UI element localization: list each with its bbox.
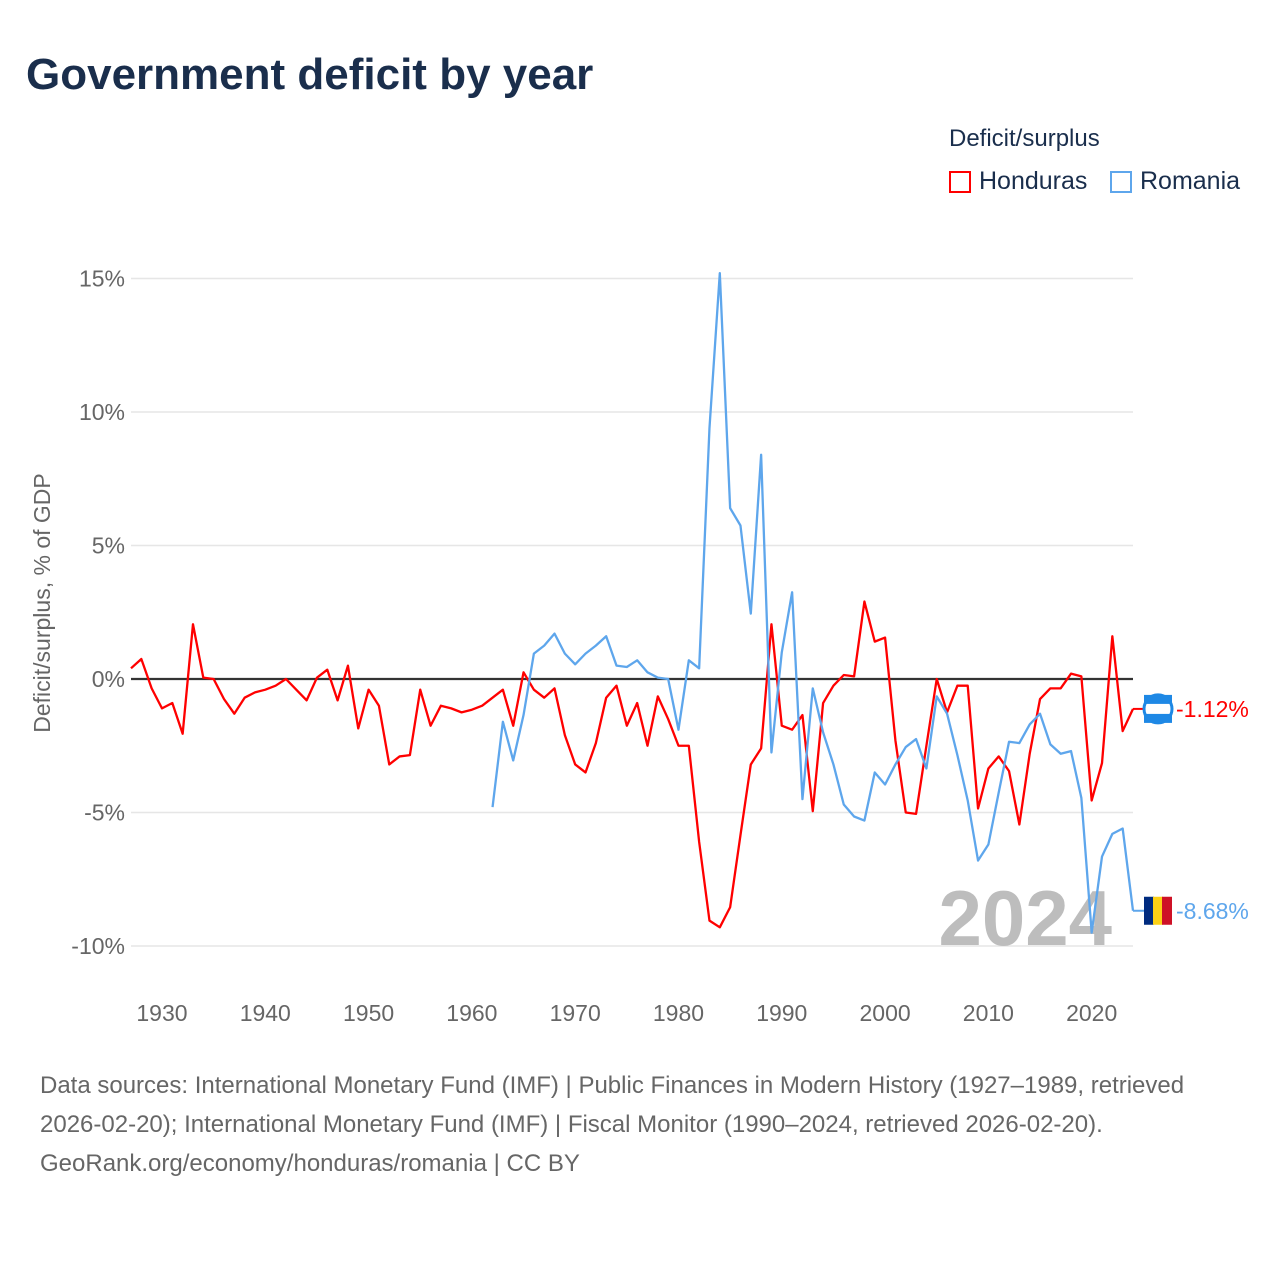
end-value-label: -1.12% [1176, 696, 1249, 722]
flag-romania-icon [1162, 896, 1172, 925]
chart-title: Government deficit by year [26, 50, 594, 99]
legend-item-honduras[interactable]: Honduras [949, 167, 1087, 196]
x-tick-label: 1960 [446, 1000, 497, 1026]
y-tick-label: 0% [92, 666, 125, 692]
x-tick-label: 1940 [240, 1000, 291, 1026]
flag-honduras-icon [1142, 693, 1174, 725]
legend-swatch-romania [1110, 170, 1132, 193]
flag-honduras-icon [1144, 713, 1172, 723]
x-tick-label: 2010 [963, 1000, 1014, 1026]
x-tick-label: 1930 [136, 1000, 187, 1026]
x-tick-label: 1950 [343, 1000, 394, 1026]
y-tick-label: 10% [79, 399, 125, 425]
y-tick-label: 15% [79, 266, 125, 292]
x-tick-label: 2020 [1066, 1000, 1117, 1026]
series-line-honduras [130, 600, 1135, 929]
x-tick-label: 1970 [550, 1000, 601, 1026]
legend-label: Romania [1140, 167, 1241, 195]
legend-label: Honduras [979, 167, 1088, 195]
legend-swatch-honduras [949, 170, 971, 193]
y-tick-label: 5% [92, 533, 125, 559]
y-tick-label: -10% [71, 933, 125, 959]
flag-romania-icon [1153, 896, 1163, 925]
y-axis-label: Deficit/surplus, % of GDP [29, 473, 55, 732]
current-year-label: 2024 [938, 874, 1112, 962]
data-sources: Data sources: International Monetary Fun… [40, 1072, 1185, 1138]
legend-item-romania[interactable]: Romania [1110, 167, 1240, 196]
series-line-romania [491, 272, 1135, 934]
y-tick-label: -5% [84, 800, 125, 826]
x-tick-label: 1980 [653, 1000, 704, 1026]
end-value-label: -8.68% [1176, 898, 1249, 924]
footer: Data sources: International Monetary Fun… [40, 1066, 1240, 1183]
x-tick-label: 2000 [859, 1000, 910, 1026]
credit-link[interactable]: GeoRank.org/economy/honduras/romania | C… [40, 1150, 580, 1177]
flag-romania-icon [1144, 896, 1154, 925]
flag-honduras-icon [1144, 694, 1172, 704]
x-tick-label: 1990 [756, 1000, 807, 1026]
legend-title: Deficit/surplus [949, 125, 1100, 152]
